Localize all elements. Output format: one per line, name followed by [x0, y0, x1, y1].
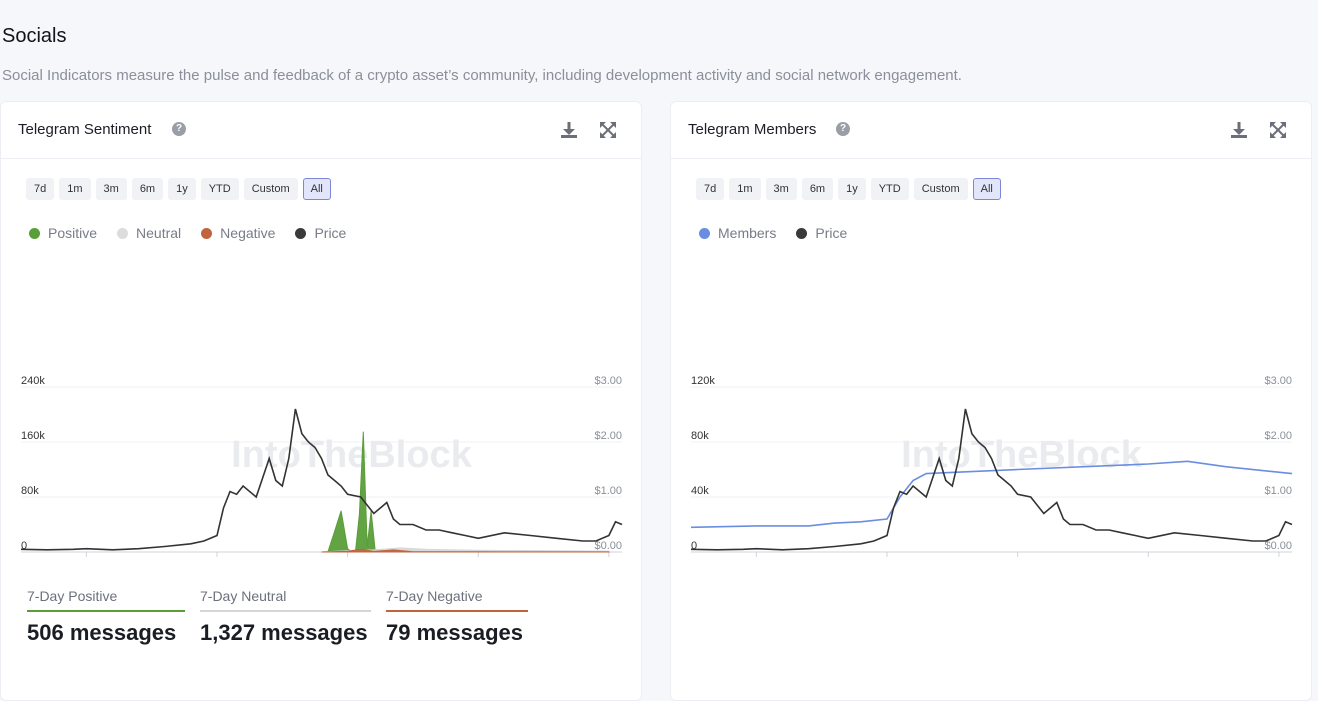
range-ytd[interactable]: YTD — [200, 178, 239, 200]
y2-tick-label: $2.00 — [594, 430, 622, 442]
y-tick-label: 240k — [21, 375, 45, 387]
series-negative — [321, 548, 610, 553]
help-icon[interactable]: ? — [172, 122, 186, 136]
telegram-members-card: Telegram Members ? 7d 1m 3m 6m 1y YTD Cu… — [670, 101, 1312, 701]
range-ytd[interactable]: YTD — [870, 178, 909, 200]
y-tick-label: 40k — [691, 485, 709, 497]
range-1y[interactable]: 1y — [838, 178, 866, 200]
chart-legend: Members Price — [699, 225, 847, 241]
sentiment-chart[interactable]: 0 80k 160k 240k $0.00 $1.00 $2.00 $3.00 IntoTheB… — [1, 252, 641, 562]
range-all[interactable]: All — [972, 178, 1001, 200]
legend-members[interactable]: Members — [699, 225, 776, 241]
download-icon[interactable] — [559, 120, 579, 140]
legend-dot — [796, 227, 808, 239]
legend-dot — [295, 227, 307, 239]
sentiment-stats: 7-Day Positive 506 messages 7-Day Neutral… — [27, 588, 528, 646]
stat-positive: 7-Day Positive 506 messages — [27, 588, 185, 646]
y2-tick-label: $3.00 — [594, 375, 622, 387]
y-tick-label: 0 — [691, 540, 697, 552]
card-header: Telegram Sentiment ? — [1, 102, 641, 159]
watermark: IntoTheBlock — [231, 434, 473, 476]
series-members — [690, 460, 1293, 529]
members-chart[interactable]: 040k80k120k$0.00$1.00$2.00$3.00IntoTheBl… — [671, 252, 1311, 562]
telegram-sentiment-card: Telegram Sentiment ? 7d 1m 3m 6m 1y YTD … — [0, 101, 642, 701]
range-selector: 7d 1m 3m 6m 1y YTD Custom All — [26, 178, 331, 200]
stat-negative: 7-Day Negative 79 messages — [386, 588, 528, 646]
section-title: Socials — [2, 25, 67, 47]
range-selector: 7d 1m 3m 6m 1y YTD Custom All — [696, 178, 1001, 200]
legend-label: Negative — [220, 225, 276, 241]
stat-label: 7-Day Positive — [27, 588, 185, 612]
y-tick-label: 80k — [691, 430, 709, 442]
y2-tick-label: $3.00 — [1264, 375, 1292, 387]
legend-label: Price — [815, 225, 848, 241]
y-tick-label: 0 — [21, 540, 27, 552]
series-price — [690, 408, 1293, 551]
y2-tick-label: $2.00 — [1264, 430, 1292, 442]
stat-value: 1,327 messages — [200, 620, 368, 645]
legend-neutral[interactable]: Neutral — [117, 225, 181, 241]
legend-label: Members — [718, 225, 777, 241]
legend-label: Neutral — [136, 225, 182, 241]
section-description: Social Indicators measure the pulse and … — [2, 67, 962, 84]
legend-dot — [117, 227, 129, 239]
help-icon[interactable]: ? — [836, 122, 850, 136]
expand-icon[interactable] — [598, 120, 618, 140]
range-6m[interactable]: 6m — [801, 178, 834, 200]
range-3m[interactable]: 3m — [95, 178, 127, 200]
series-price — [20, 408, 623, 551]
legend-label: Price — [314, 225, 347, 241]
download-icon[interactable] — [1229, 120, 1249, 140]
range-1m[interactable]: 1m — [59, 178, 91, 200]
stat-label: 7-Day Neutral — [200, 588, 371, 612]
y2-tick-label: $0.00 — [1264, 540, 1292, 552]
stat-value: 79 messages — [386, 620, 523, 645]
chart-legend: Positive Neutral Negative Price — [29, 225, 346, 241]
legend-negative[interactable]: Negative — [201, 225, 275, 241]
y-tick-label: 80k — [21, 485, 39, 497]
legend-positive[interactable]: Positive — [29, 225, 97, 241]
legend-price[interactable]: Price — [796, 225, 847, 241]
stat-neutral: 7-Day Neutral 1,327 messages — [200, 588, 371, 646]
range-1y[interactable]: 1y — [168, 178, 196, 200]
y2-tick-label: $0.00 — [594, 540, 622, 552]
range-3m[interactable]: 3m — [765, 178, 797, 200]
legend-label: Positive — [48, 225, 98, 241]
range-7d[interactable]: 7d — [26, 178, 55, 200]
legend-dot — [29, 227, 40, 239]
stat-value: 506 messages — [27, 620, 177, 645]
range-7d[interactable]: 7d — [696, 178, 725, 200]
legend-dot — [201, 227, 213, 239]
y2-tick-label: $1.00 — [594, 485, 622, 497]
range-1m[interactable]: 1m — [729, 178, 761, 200]
card-title: Telegram Members — [688, 121, 817, 138]
stat-label: 7-Day Negative — [386, 588, 528, 612]
range-custom[interactable]: Custom — [243, 178, 298, 200]
legend-price[interactable]: Price — [295, 225, 346, 241]
card-header: Telegram Members ? — [671, 102, 1311, 159]
card-title: Telegram Sentiment — [18, 121, 152, 138]
expand-icon[interactable] — [1268, 120, 1288, 140]
legend-dot — [699, 227, 710, 239]
range-custom[interactable]: Custom — [913, 178, 968, 200]
y2-tick-label: $1.00 — [1264, 485, 1292, 497]
range-6m[interactable]: 6m — [131, 178, 164, 200]
range-all[interactable]: All — [302, 178, 331, 200]
y-tick-label: 120k — [691, 375, 715, 387]
y-tick-label: 160k — [21, 430, 45, 442]
